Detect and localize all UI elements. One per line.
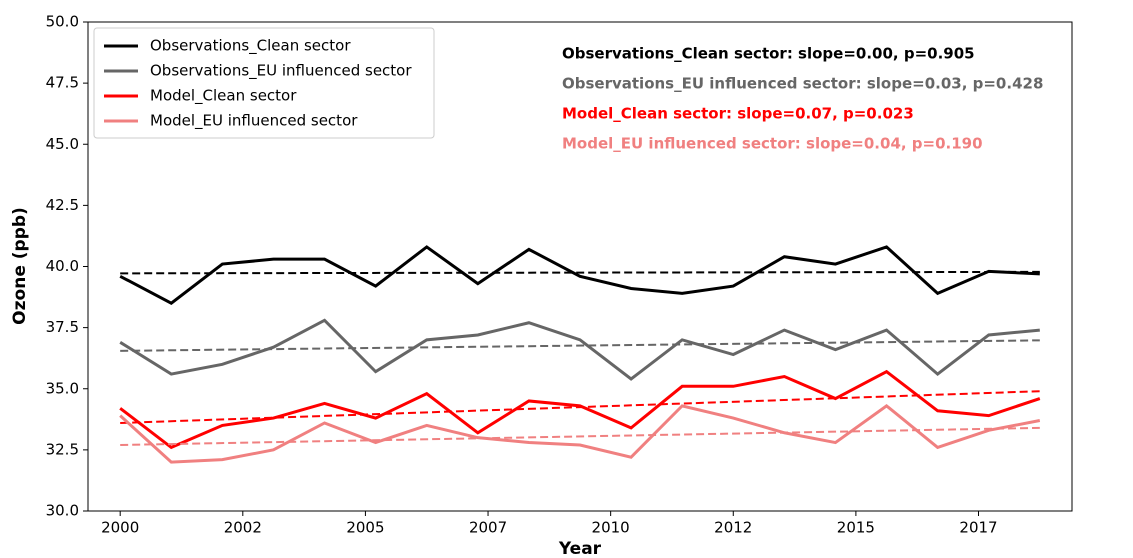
annotation: Model_EU influenced sector: slope=0.04, … xyxy=(562,135,983,153)
trend-line xyxy=(120,339,1040,352)
trend-line xyxy=(120,270,1040,275)
annotation: Model_Clean sector: slope=0.07, p=0.023 xyxy=(562,105,914,123)
x-tick-label: 2017 xyxy=(959,519,997,537)
data-line xyxy=(119,369,1041,450)
x-tick-label: 2005 xyxy=(346,519,384,537)
y-tick-label: 42.5 xyxy=(46,196,79,214)
data-line xyxy=(119,403,1041,464)
data-line xyxy=(119,245,1040,305)
x-axis-title: Year xyxy=(558,539,602,558)
y-tick-label: 37.5 xyxy=(46,318,79,336)
y-tick-label: 47.5 xyxy=(46,74,79,92)
y-tick-label: 50.0 xyxy=(46,13,79,31)
x-tick-label: 2015 xyxy=(837,519,875,537)
y-axis-title: Ozone (ppb) xyxy=(10,207,30,325)
y-tick-label: 45.0 xyxy=(46,135,79,153)
legend-box xyxy=(93,27,435,139)
x-tick-label: 2007 xyxy=(469,519,507,537)
data-line xyxy=(119,318,1040,381)
x-tick-label: 2002 xyxy=(224,519,262,537)
y-tick-label: 32.5 xyxy=(46,440,79,458)
legend-label: Observations_Clean sector xyxy=(150,37,351,56)
legend-label: Model_Clean sector xyxy=(150,87,297,106)
annotation: Observations_EU influenced sector: slope… xyxy=(562,75,1043,93)
legend-label: Observations_EU influenced sector xyxy=(150,62,412,81)
y-tick-label: 35.0 xyxy=(46,379,79,397)
annotation: Observations_Clean sector: slope=0.00, p… xyxy=(562,45,975,63)
x-tick-label: 2000 xyxy=(101,519,139,537)
legend-label: Model_EU influenced sector xyxy=(150,112,358,131)
x-tick-label: 2010 xyxy=(592,519,630,537)
y-tick-label: 40.0 xyxy=(46,257,79,275)
trend-line xyxy=(120,426,1040,446)
y-tick-label: 30.0 xyxy=(46,502,79,520)
x-tick-label: 2012 xyxy=(714,519,752,537)
